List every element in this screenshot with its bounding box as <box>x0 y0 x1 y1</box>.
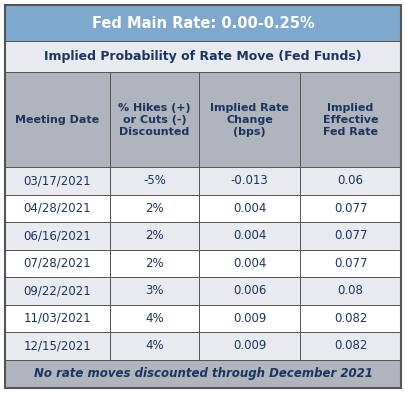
Bar <box>299 222 400 250</box>
Text: 0.082: 0.082 <box>333 312 366 325</box>
Bar <box>110 167 198 195</box>
Bar <box>5 195 110 222</box>
Bar <box>198 222 299 250</box>
Bar <box>5 250 110 277</box>
Bar <box>110 250 198 277</box>
Bar <box>110 72 198 167</box>
Bar <box>198 72 299 167</box>
Text: 3%: 3% <box>145 284 163 298</box>
Text: No rate moves discounted through December 2021: No rate moves discounted through Decembe… <box>34 367 371 380</box>
Bar <box>110 305 198 332</box>
Bar <box>5 305 110 332</box>
Text: 4%: 4% <box>145 312 163 325</box>
Text: 09/22/2021: 09/22/2021 <box>23 284 91 298</box>
Text: 12/15/2021: 12/15/2021 <box>23 339 91 352</box>
Bar <box>5 222 110 250</box>
Bar <box>5 72 110 167</box>
Bar <box>198 250 299 277</box>
Bar <box>198 167 299 195</box>
Text: Fed Main Rate: 0.00-0.25%: Fed Main Rate: 0.00-0.25% <box>92 15 313 31</box>
Bar <box>299 167 400 195</box>
Bar <box>198 195 299 222</box>
Text: 4%: 4% <box>145 339 163 352</box>
Text: 0.009: 0.009 <box>232 312 266 325</box>
Bar <box>5 41 400 72</box>
Text: % Hikes (+)
or Cuts (-)
Discounted: % Hikes (+) or Cuts (-) Discounted <box>118 103 190 137</box>
Bar <box>299 277 400 305</box>
Bar <box>299 72 400 167</box>
Text: 0.006: 0.006 <box>232 284 266 298</box>
Text: 2%: 2% <box>145 257 163 270</box>
Bar <box>5 167 110 195</box>
Text: Meeting Date: Meeting Date <box>15 115 99 125</box>
Text: Implied
Effective
Fed Rate: Implied Effective Fed Rate <box>322 103 377 137</box>
Text: 0.004: 0.004 <box>232 202 266 215</box>
Text: 2%: 2% <box>145 202 163 215</box>
Text: -0.013: -0.013 <box>230 174 268 187</box>
Text: 0.08: 0.08 <box>337 284 362 298</box>
Bar <box>110 277 198 305</box>
Text: 06/16/2021: 06/16/2021 <box>23 230 91 242</box>
Bar <box>5 360 400 388</box>
Bar <box>110 222 198 250</box>
Text: 0.077: 0.077 <box>333 230 367 242</box>
Bar <box>5 5 400 41</box>
Text: 0.004: 0.004 <box>232 257 266 270</box>
Text: 0.082: 0.082 <box>333 339 366 352</box>
Text: -5%: -5% <box>143 174 166 187</box>
Bar <box>299 332 400 360</box>
Bar <box>299 195 400 222</box>
Text: 0.004: 0.004 <box>232 230 266 242</box>
Text: Implied Rate
Change
(bps): Implied Rate Change (bps) <box>209 103 288 137</box>
Bar <box>110 195 198 222</box>
Text: Implied Probability of Rate Move (Fed Funds): Implied Probability of Rate Move (Fed Fu… <box>44 50 361 63</box>
Text: 03/17/2021: 03/17/2021 <box>23 174 91 187</box>
Text: 0.077: 0.077 <box>333 257 367 270</box>
Bar <box>5 332 110 360</box>
Text: 0.009: 0.009 <box>232 339 266 352</box>
Bar <box>110 332 198 360</box>
Text: 11/03/2021: 11/03/2021 <box>23 312 91 325</box>
Text: 0.06: 0.06 <box>337 174 362 187</box>
Bar <box>5 277 110 305</box>
Text: 2%: 2% <box>145 230 163 242</box>
Text: 0.077: 0.077 <box>333 202 367 215</box>
Text: 04/28/2021: 04/28/2021 <box>23 202 91 215</box>
Bar <box>198 332 299 360</box>
Bar <box>198 305 299 332</box>
Bar <box>198 277 299 305</box>
Text: 07/28/2021: 07/28/2021 <box>23 257 91 270</box>
Bar <box>299 250 400 277</box>
Bar <box>299 305 400 332</box>
